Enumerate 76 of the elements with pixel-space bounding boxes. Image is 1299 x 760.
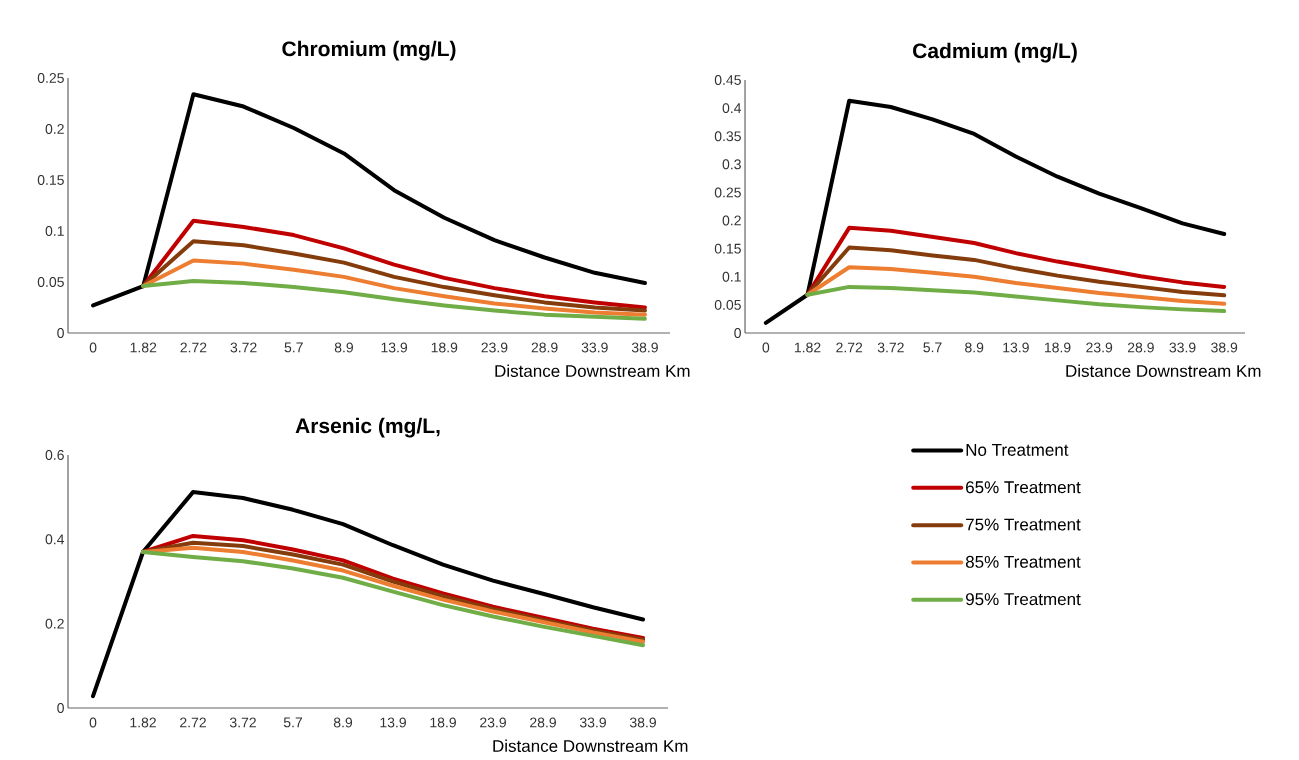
line-series: [763, 98, 1227, 325]
line-series: [91, 490, 646, 699]
y-tick-label: 0.4: [45, 534, 65, 545]
line-series: [805, 245, 1227, 298]
x-tick-label: 0: [762, 342, 770, 353]
y-tick-label: 0.05: [714, 299, 741, 310]
x-tick-label: 13.9: [380, 717, 406, 728]
x-axis-title: Distance Downstream Km: [493, 739, 688, 753]
y-tick-label: 0: [57, 703, 64, 713]
x-tick-label: 23.9: [1086, 342, 1113, 353]
x-tick-label: 38.9: [631, 342, 658, 353]
legend-label: 85% Treatment: [965, 555, 1081, 568]
y-tick-label: 0.25: [37, 73, 64, 83]
x-tick-label: 3.72: [230, 342, 257, 353]
x-tick-label: 28.9: [531, 342, 558, 353]
x-tick-label: 8.9: [333, 717, 353, 728]
y-tick-label: 0.2: [45, 124, 64, 134]
x-tick-label: 1.82: [130, 342, 157, 353]
chart-title: Cadmium (mg/L): [913, 42, 1077, 63]
y-tick-label: 0.35: [714, 131, 741, 142]
x-tick-label: 38.9: [629, 717, 656, 728]
legend-label: No Treatment: [966, 444, 1069, 456]
legend-label: 95% Treatment: [966, 593, 1081, 606]
x-tick-label: 13.9: [381, 342, 408, 353]
x-tick-label: 18.9: [430, 717, 456, 728]
chart-title: Arsenic (mg/L,: [295, 417, 440, 438]
y-tick-label: 0.4: [722, 103, 742, 114]
y-tick-label: 0: [57, 328, 64, 338]
y-tick-label: 0.05: [37, 277, 64, 287]
x-tick-label: 38.9: [1211, 342, 1238, 353]
x-tick-label: 2.72: [836, 342, 863, 353]
y-tick-label: 0.2: [722, 215, 741, 226]
x-tick-label: 18.9: [1044, 342, 1071, 353]
x-tick-label: 8.9: [965, 342, 984, 353]
x-tick-label: 3.72: [229, 717, 256, 728]
y-tick-label: 0.3: [722, 159, 741, 170]
x-tick-label: 28.9: [1127, 342, 1154, 353]
y-tick-label: 0.6: [45, 450, 64, 460]
x-axis-title: Distance Downstream Km: [495, 364, 690, 377]
legend-label: 65% Treatment: [966, 481, 1081, 494]
y-tick-label: 0.15: [714, 243, 741, 254]
chart-title: Chromium (mg/L): [282, 40, 456, 61]
line-series: [141, 278, 647, 321]
legend-label: 75% Treatment: [966, 518, 1081, 531]
x-axis-title: Distance Downstream Km: [1066, 364, 1261, 377]
x-tick-label: 5.7: [923, 342, 942, 353]
x-tick-label: 33.9: [581, 342, 608, 353]
x-tick-label: 0: [89, 717, 97, 728]
line-series: [141, 239, 647, 313]
line-series: [91, 92, 647, 308]
line-series: [141, 218, 647, 310]
x-tick-label: 1.82: [130, 717, 156, 728]
x-tick-label: 2.72: [180, 717, 206, 728]
x-tick-label: 1.82: [794, 342, 821, 353]
x-tick-label: 28.9: [530, 717, 556, 728]
y-tick-label: 0.15: [37, 175, 64, 185]
x-tick-label: 5.7: [283, 717, 303, 728]
y-tick-label: 0.1: [722, 271, 741, 282]
x-tick-label: 23.9: [480, 717, 506, 728]
y-tick-label: 0.45: [714, 75, 741, 85]
y-tick-label: 0.2: [45, 618, 64, 629]
x-tick-label: 18.9: [431, 342, 458, 353]
line-series: [805, 265, 1227, 306]
x-tick-label: 3.72: [877, 342, 904, 353]
x-tick-label: 23.9: [481, 342, 508, 353]
y-tick-label: 0.1: [45, 226, 64, 236]
x-tick-label: 13.9: [1003, 342, 1029, 353]
x-tick-label: 8.9: [334, 342, 353, 353]
x-tick-label: 0: [89, 342, 97, 353]
x-tick-label: 2.72: [180, 342, 207, 353]
x-tick-label: 33.9: [1169, 342, 1196, 353]
x-tick-label: 33.9: [579, 717, 606, 728]
line-series: [141, 258, 647, 317]
x-tick-label: 5.7: [284, 342, 303, 353]
y-tick-label: 0.25: [714, 187, 741, 198]
y-tick-label: 0: [734, 328, 741, 338]
